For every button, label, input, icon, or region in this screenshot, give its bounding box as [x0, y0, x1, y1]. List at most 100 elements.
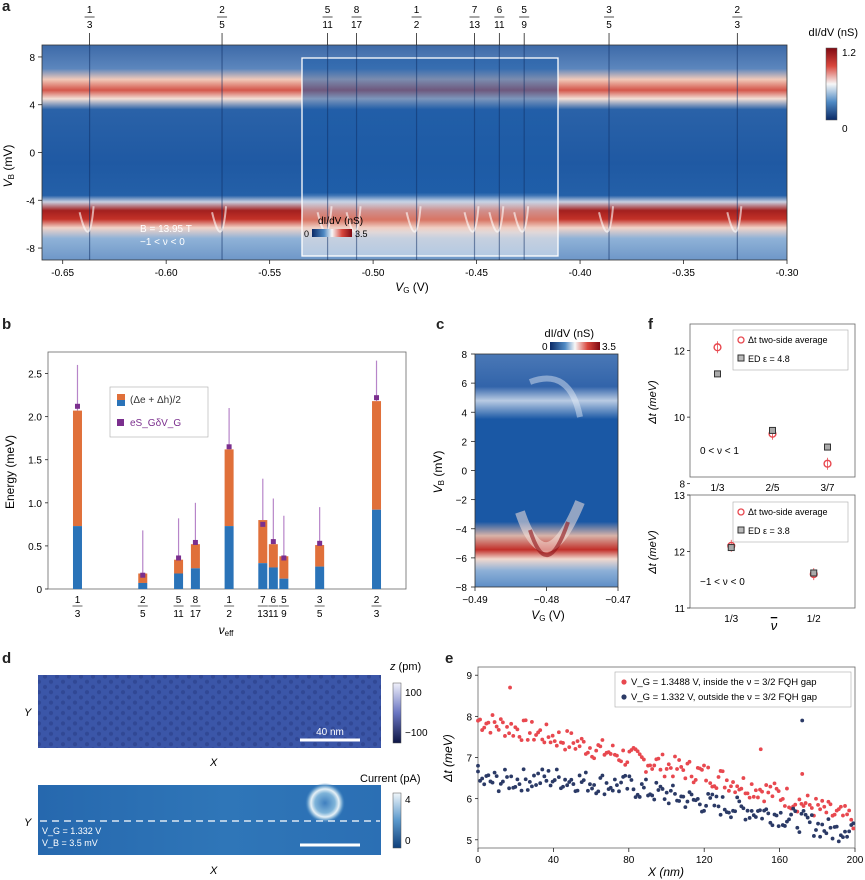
panel-e-point [756, 795, 760, 800]
panel-e-point [753, 815, 758, 819]
panel-f-top-legend-2: ED ε = 4.8 [748, 354, 790, 364]
panel-b-bar-blue [315, 566, 325, 589]
panel-e-legend-outside: V_G = 1.332 V, outside the ν = 3/2 FQH g… [631, 692, 817, 703]
panel-e-point [805, 815, 810, 820]
panel-e-point [843, 804, 847, 808]
panel-e-point [660, 752, 665, 757]
panel-e-point [714, 786, 719, 791]
panel-c-colorbar-min: 0 [542, 342, 548, 353]
panel-e-point [507, 731, 512, 736]
panel-b-xlabel: νeff [219, 623, 235, 638]
panel-e-point [799, 811, 804, 816]
panel-e-point [658, 767, 663, 772]
panel-e-point [780, 796, 785, 801]
panel-d-current-ring [305, 783, 345, 823]
panel-e-point [716, 804, 721, 809]
panel-e-point [666, 762, 671, 767]
panel-e-point [571, 782, 576, 786]
panel-e-point [503, 767, 507, 772]
panel-e-point [764, 807, 769, 812]
panel-f-ytick-label: 10 [674, 413, 686, 424]
panel-f-bottom-legend [732, 501, 849, 543]
panel-e-point [778, 810, 783, 815]
panel-e-xtick-label: 80 [623, 855, 635, 866]
panel-e-point [809, 806, 814, 810]
panel-b-xtick-den: 11 [173, 609, 184, 620]
panel-e-point [577, 744, 582, 749]
panel-e-ytick-label: 9 [466, 671, 472, 682]
panel-f-figure: 8 10 12 1/3 2/5 3/7 11 12 13 1/3 1/2 Δt two-side … [647, 323, 856, 633]
panel-e-point [797, 797, 802, 802]
panel-e-ytick-label: 6 [466, 795, 472, 806]
panel-e-point [583, 770, 588, 775]
panel-e-point [733, 809, 738, 814]
panel-a-transition-arc [78, 206, 95, 233]
panel-e-point [517, 782, 522, 787]
panel-b-bar-blue [224, 526, 234, 589]
panel-e-point [532, 773, 536, 778]
panel-e-point [797, 830, 802, 834]
panel-a-highres-box [301, 57, 559, 257]
panel-b-shift-marker [74, 403, 80, 409]
panel-e-point [629, 778, 634, 782]
panel-e-point [818, 807, 823, 812]
panel-f-xtick-label: 1/3 [711, 483, 725, 494]
panel-b-shift-marker [226, 444, 232, 450]
panel-e-point [708, 781, 713, 785]
panel-e-point [801, 808, 806, 813]
panel-e-point [656, 756, 661, 761]
panel-e-point [662, 774, 667, 779]
panel-e-point [542, 740, 547, 745]
panel-e-point [668, 788, 673, 793]
panel-e-point [706, 791, 711, 796]
panel-e-point [836, 839, 841, 844]
panel-e-point [567, 745, 572, 750]
panel-e-point [623, 773, 628, 778]
panel-a-fraction-numerator: 8 [354, 5, 360, 16]
panel-a-fraction-numerator: 5 [521, 5, 527, 16]
panel-b-shift-marker [317, 540, 323, 546]
panel-e-point [766, 790, 771, 795]
panel-e-outlier [800, 718, 805, 723]
panel-f-average-point [713, 343, 722, 352]
panel-f-ed-point [727, 544, 735, 552]
panel-b-legend-shift-marker [117, 419, 124, 426]
panel-e-point [548, 740, 553, 745]
panel-e-point [577, 773, 582, 778]
panel-e-point [664, 767, 669, 771]
panel-e-point [641, 757, 646, 762]
panel-b-y-ticks: 0 0.5 1.0 1.5 2.0 2.5 [28, 370, 48, 596]
panel-e-point [782, 824, 787, 828]
panel-e-point [490, 780, 495, 785]
panel-a-fraction-numerator: 2 [219, 5, 225, 16]
panel-e-ytick-label: 7 [466, 754, 472, 765]
panel-a-transition-arc [488, 206, 505, 233]
panel-e-point [625, 786, 630, 791]
panel-label-f: f [648, 316, 653, 333]
panel-d-bottom-colorbar-min: 0 [405, 836, 411, 847]
panel-e-point [787, 817, 791, 822]
panel-e-point [683, 805, 688, 810]
panel-b-xtick-den: 5 [317, 609, 323, 620]
panel-e-points [476, 685, 856, 844]
panel-e-point [525, 788, 530, 792]
panel-e-point [809, 813, 814, 818]
panel-e-point [617, 789, 621, 794]
panel-e-point [492, 720, 497, 724]
panel-b-shift-marker [260, 521, 266, 527]
panel-e-point [791, 806, 796, 811]
panel-b-bar-blue [190, 568, 200, 589]
panel-e-point [648, 763, 653, 768]
panel-d-top-colorbar-max: 100 [405, 688, 422, 699]
panel-e-point [608, 785, 613, 790]
panel-e-point [592, 756, 597, 761]
panel-a-fraction-denominator: 5 [219, 20, 225, 31]
panel-e-point [598, 776, 603, 780]
panel-c-xlabel: VG (V) [531, 608, 565, 623]
panel-e-point [527, 731, 532, 735]
panel-d-figure: 40 nm z (pm) 100 −100 Y X V_G = 1.332 V … [24, 661, 428, 877]
panel-d-topography-map [38, 675, 381, 748]
panel-e-point [749, 809, 754, 813]
panel-label-a: a [2, 0, 11, 15]
panel-e-point [575, 788, 580, 793]
